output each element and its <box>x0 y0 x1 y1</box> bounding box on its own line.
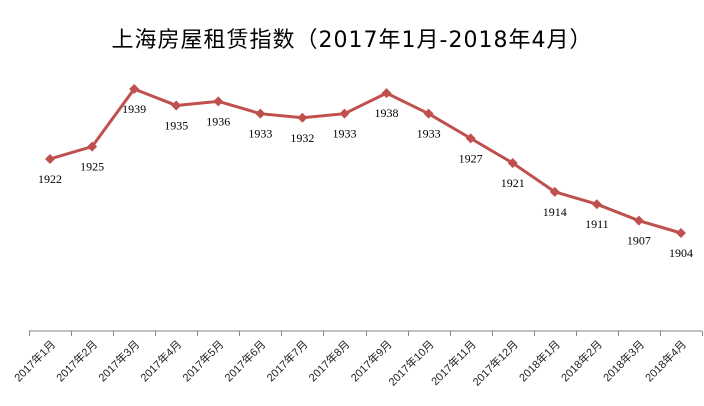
data-point-marker <box>549 186 560 197</box>
x-tick-label: 2017年12月 <box>469 337 520 388</box>
x-tick-label: 2017年2月 <box>53 337 100 384</box>
data-label: 1933 <box>248 127 272 141</box>
data-label: 1925 <box>80 160 104 174</box>
data-label: 1914 <box>543 205 567 219</box>
data-point-marker <box>213 96 224 107</box>
data-label: 1933 <box>417 127 441 141</box>
data-point-marker <box>423 108 434 119</box>
data-point-marker <box>87 141 98 152</box>
x-tick-label: 2017年7月 <box>263 337 310 384</box>
data-series <box>45 84 686 238</box>
x-tick-label: 2017年4月 <box>137 337 184 384</box>
x-tick-label: 2017年9月 <box>348 337 395 384</box>
data-point-marker <box>255 108 266 119</box>
data-label: 1907 <box>627 234 651 248</box>
x-tick-label: 2017年6月 <box>221 337 268 384</box>
data-point-marker <box>675 228 686 238</box>
x-tick-label: 2017年8月 <box>306 337 353 384</box>
x-tick-label: 2018年2月 <box>558 337 605 384</box>
data-label: 1904 <box>669 246 693 260</box>
data-point-marker <box>339 108 350 119</box>
x-tick-label: 2018年3月 <box>600 337 647 384</box>
data-point-marker <box>465 133 476 144</box>
data-point-marker <box>45 153 56 164</box>
x-axis <box>29 330 703 336</box>
data-point-marker <box>507 158 518 169</box>
data-point-marker <box>171 100 182 111</box>
x-tick-label: 2018年4月 <box>642 337 689 384</box>
x-tick-label: 2018年1月 <box>516 337 563 384</box>
data-point-marker <box>381 88 392 99</box>
x-tick-labels: 2017年1月2017年2月2017年3月2017年4月2017年5月2017年… <box>11 337 689 388</box>
x-tick-label: 2017年5月 <box>179 337 226 384</box>
data-point-marker <box>129 84 140 94</box>
data-label: 1921 <box>501 176 525 190</box>
data-point-marker <box>297 112 308 123</box>
data-label: 1911 <box>585 217 609 231</box>
data-labels: 1922 1925 1939 1935 1936 1933 1932 1933 1938 1933… <box>38 102 693 260</box>
data-label: 1936 <box>206 114 230 128</box>
data-label: 1922 <box>38 172 62 186</box>
data-point-marker <box>633 215 644 226</box>
data-label: 1927 <box>459 151 483 165</box>
data-point-marker <box>591 199 602 210</box>
chart-title: 上海房屋租赁指数（2017年1月-2018年4月） <box>111 28 593 53</box>
x-tick-label: 2017年1月 <box>11 337 58 384</box>
data-label: 1938 <box>375 106 399 120</box>
data-label: 1939 <box>122 102 146 116</box>
data-label: 1933 <box>332 127 356 141</box>
data-label: 1932 <box>290 131 314 145</box>
x-tick-label: 2017年3月 <box>95 337 142 384</box>
data-label: 1935 <box>164 118 188 132</box>
x-tick-label: 2017年10月 <box>385 337 436 388</box>
